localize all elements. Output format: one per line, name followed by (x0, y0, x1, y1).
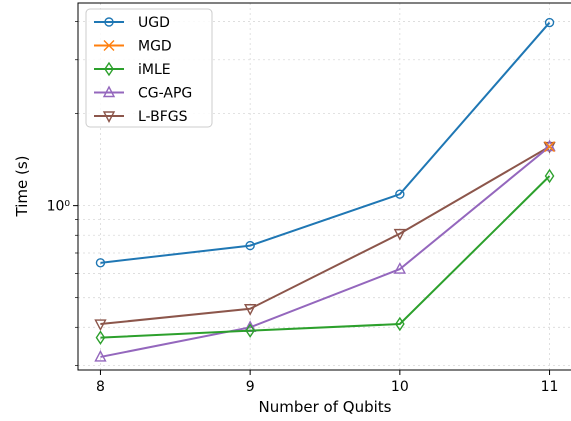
legend-item-imle: iMLE (94, 61, 171, 78)
data-point (544, 168, 555, 184)
y-tick-label: 10⁰ (47, 199, 71, 215)
data-point (245, 240, 255, 251)
data-point (94, 349, 107, 362)
series-layer (94, 17, 556, 362)
x-axis-ticks: 8 9 10 11 (96, 370, 558, 395)
legend-label: CG-APG (138, 86, 192, 102)
legend-label: UGD (138, 15, 170, 31)
series-imle (95, 168, 555, 345)
data-point (395, 189, 405, 199)
data-point (94, 319, 107, 332)
legend-label: MGD (138, 39, 172, 55)
legend-label: iMLE (138, 62, 171, 78)
x-tick-label: 9 (246, 379, 255, 395)
legend-item-mgd: MGD (94, 39, 172, 55)
x-axis-label: Number of Qubits (259, 398, 392, 416)
data-point (103, 40, 115, 51)
x-tick-label: 11 (541, 379, 559, 395)
data-point (243, 304, 257, 316)
data-point (102, 85, 116, 98)
series-l-bfgs (94, 141, 556, 332)
series-line (100, 145, 551, 326)
data-point (395, 316, 405, 332)
data-point (104, 61, 114, 77)
series-mgd (544, 141, 556, 153)
x-tick-label: 8 (96, 379, 105, 395)
plot-frame (77, 2, 571, 371)
legend-label: L-BFGS (138, 109, 188, 125)
data-point (544, 17, 555, 28)
legend-item-l-bfgs: L-BFGS (94, 109, 188, 125)
data-point (104, 17, 114, 27)
x-tick-label: 10 (391, 379, 409, 395)
legend: UGD MGD iMLE CG-APG L-BFGS (85, 8, 213, 128)
series-line (100, 145, 551, 358)
data-point (393, 228, 407, 241)
data-point (544, 141, 556, 153)
series-line (100, 175, 551, 339)
data-point (245, 323, 255, 338)
data-point (393, 262, 407, 274)
legend-box (85, 8, 213, 128)
series-line (100, 21, 551, 264)
data-point (543, 139, 556, 152)
legend-item-cg-apg: CG-APG (94, 85, 192, 102)
y-axis-ticks: 10⁰ (47, 21, 78, 366)
y-axis-label: Time (s) (13, 156, 31, 218)
legend-item-ugd: UGD (94, 15, 170, 31)
data-point (95, 258, 106, 268)
data-point (95, 330, 106, 345)
data-point (102, 111, 116, 124)
series-ugd (95, 17, 555, 268)
